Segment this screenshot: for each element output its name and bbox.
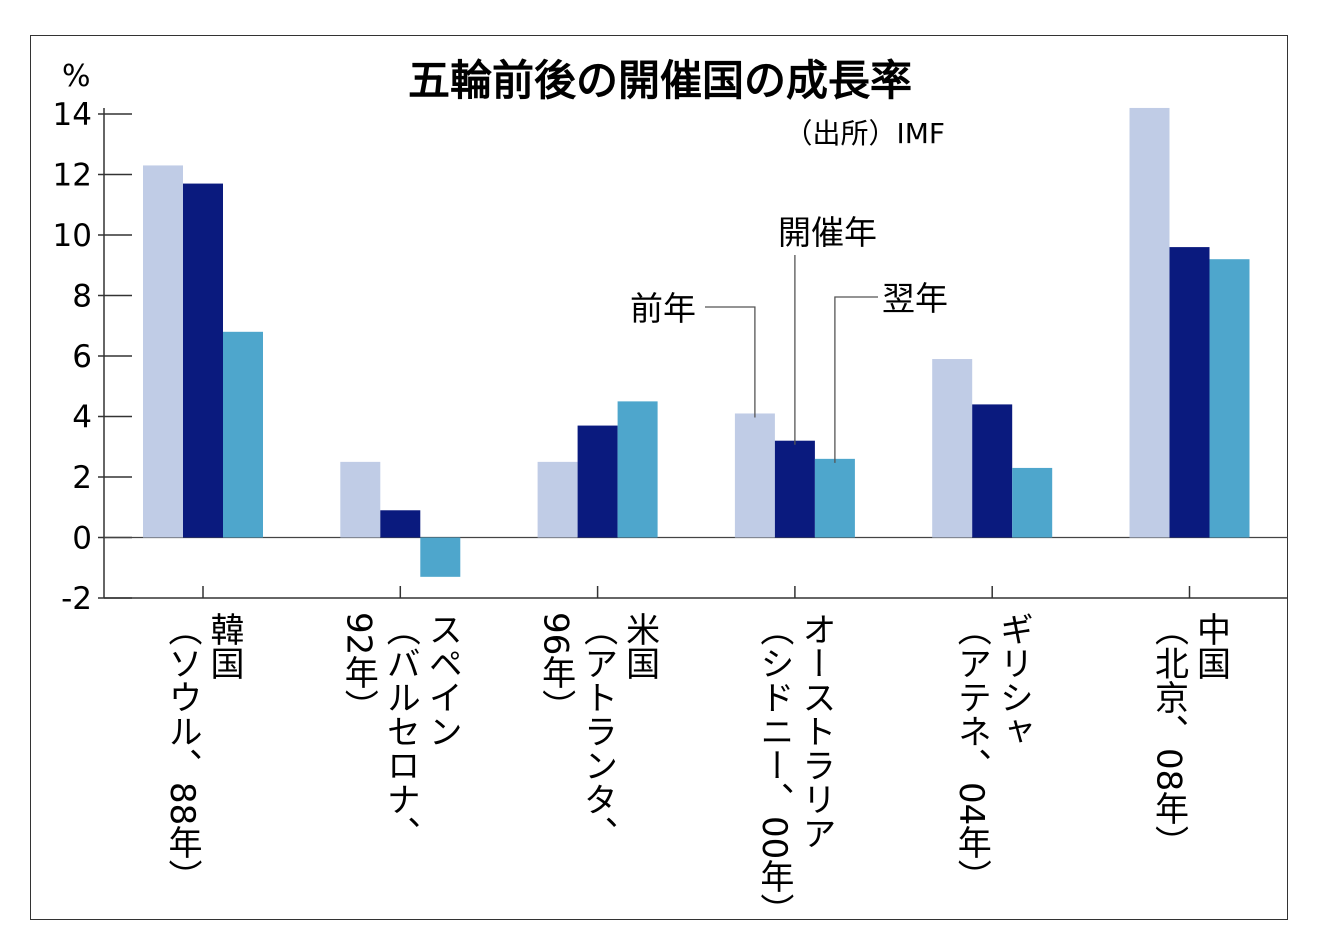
bar (1129, 107, 1170, 538)
category-label: （バルセロナ、 (380, 612, 420, 850)
legend-label: 翌年 (882, 279, 948, 318)
category-label: 米国 (620, 612, 660, 680)
y-tick-label: 8 (72, 279, 92, 315)
bar (814, 458, 855, 538)
legend-leader-line (834, 296, 878, 463)
category-label: （北京、08年） (1149, 612, 1189, 859)
bar (223, 331, 263, 538)
category-label: 中国 (1191, 612, 1231, 680)
y-tick-label: 6 (72, 339, 92, 375)
chart-frame (30, 35, 1288, 920)
bar (537, 461, 578, 538)
bar (420, 537, 461, 577)
category-label: （シドニー、00年） (754, 612, 794, 927)
category-label: 韓国 (204, 612, 244, 680)
y-tick-label: 14 (53, 97, 92, 133)
y-tick-label: 10 (53, 218, 92, 254)
bar (734, 413, 775, 538)
y-axis-unit: % (62, 59, 91, 94)
category-label: ギリシャ (993, 612, 1033, 748)
bar (577, 425, 618, 538)
bar (932, 359, 973, 538)
category-label: （アテネ、04年） (951, 612, 991, 893)
category-label: オーストラリア (796, 612, 836, 850)
chart-title: 五輪前後の開催国の成長率 (408, 56, 912, 105)
category-label: （アトランタ、 (578, 612, 618, 850)
category-label: 96年） (536, 612, 576, 723)
category-label: （ソウル、88年） (162, 612, 202, 893)
bar (183, 183, 223, 538)
bar (380, 510, 421, 538)
y-tick-label: 0 (72, 521, 92, 557)
y-tick-label: 2 (72, 460, 92, 496)
legend-leader-line (705, 306, 756, 418)
bar (972, 404, 1013, 538)
bar (617, 401, 658, 538)
y-tick-label: 12 (53, 158, 92, 194)
bar (774, 440, 815, 538)
bar (1012, 467, 1053, 538)
bar (1209, 259, 1250, 538)
legend-label: 前年 (630, 289, 696, 328)
category-label: 92年） (338, 612, 378, 723)
legend-label: 開催年 (778, 213, 877, 252)
bar (143, 165, 183, 538)
y-tick-label: 4 (72, 400, 92, 436)
chart-source: （出所）IMF (784, 117, 945, 150)
category-label: スペイン (422, 612, 462, 748)
y-tick-label: -2 (61, 581, 92, 617)
bar (340, 461, 381, 538)
bar (1169, 247, 1210, 538)
